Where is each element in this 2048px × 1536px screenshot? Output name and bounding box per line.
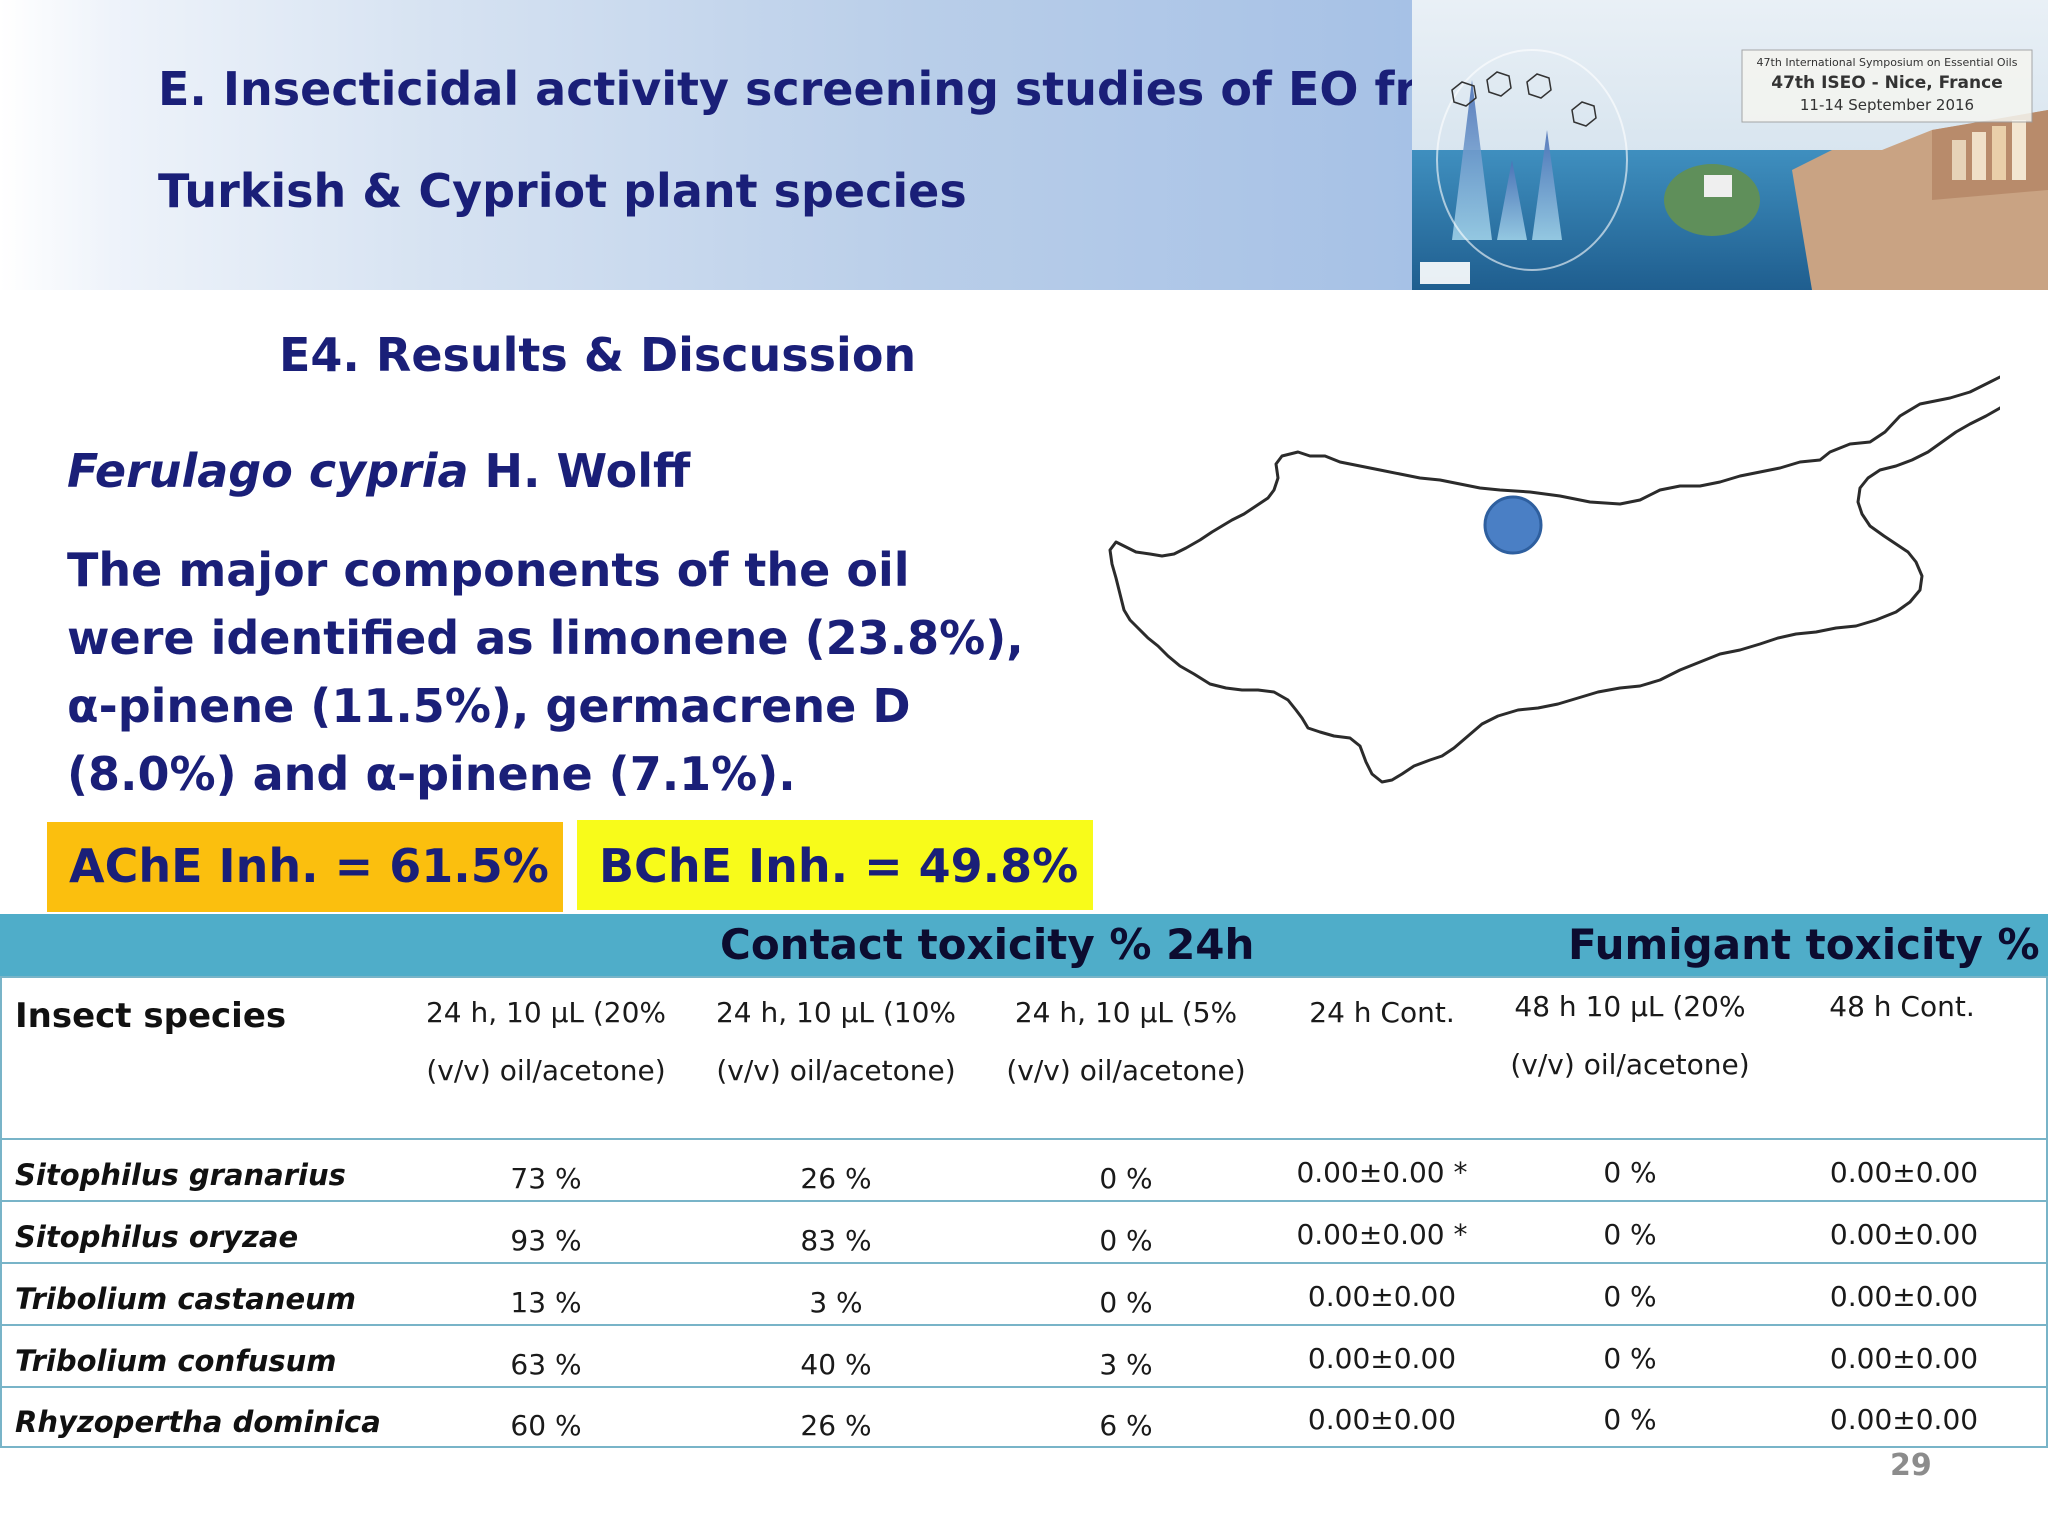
table-cell: 0.00±0.00 *: [1296, 1156, 1468, 1189]
fumigant-toxicity-header: Fumigant toxicity %: [1568, 920, 2040, 969]
page-number: 29: [1890, 1448, 1932, 1483]
table-cell: 0.00±0.00: [1829, 1218, 1979, 1251]
table-cell: 3 %: [809, 1286, 863, 1319]
table-rule: [0, 1200, 2048, 1202]
table-cell: 0.00±0.00: [1307, 1280, 1457, 1313]
table-cell: 83 %: [800, 1224, 872, 1257]
table-cell: 0 %: [1099, 1286, 1153, 1319]
table-cell: 26 %: [800, 1162, 872, 1195]
results-table: [0, 976, 2048, 1448]
table-cell: 0 %: [1603, 1403, 1657, 1436]
table-cell: 0.00±0.00: [1307, 1403, 1457, 1436]
row-label-1: Sitophilus granarius: [15, 1158, 346, 1192]
table-cell: 0.00±0.00: [1829, 1342, 1979, 1375]
species-name: Ferulago cypria H. Wolff: [67, 444, 690, 498]
species-latin-name: Ferulago cypria: [67, 444, 469, 498]
location-marker: [1483, 495, 1543, 555]
row-label-5: Rhyzopertha dominica: [15, 1405, 381, 1439]
cyprus-outline: [1108, 355, 2048, 784]
row-label-4: Tribolium confusum: [15, 1344, 337, 1378]
bche-inhibition-box: BChE Inh. = 49.8%: [577, 820, 1093, 910]
section-heading: E4. Results & Discussion: [279, 328, 917, 382]
col-header-3: 24 h, 10 µL (5% (v/v) oil/acetone): [1006, 996, 1246, 1087]
table-cell: 60 %: [510, 1409, 582, 1442]
table-rule: [0, 1386, 2048, 1388]
table-cell: 0.00±0.00: [1307, 1342, 1457, 1375]
table-cell: 63 %: [510, 1348, 582, 1381]
table-rule: [2046, 976, 2048, 1448]
ache-inhibition-box: AChE Inh. = 61.5%: [47, 822, 563, 912]
header-band: E. Insecticidal activity screening studi…: [0, 0, 1497, 290]
table-cell: 0 %: [1603, 1218, 1657, 1251]
banner-line-1: 47th International Symposium on Essentia…: [1757, 56, 2018, 69]
table-cell: 26 %: [800, 1409, 872, 1442]
col-header-1: 24 h, 10 µL (20% (v/v) oil/acetone): [425, 996, 667, 1087]
table-cell: 73 %: [510, 1162, 582, 1195]
table-rule: [0, 1324, 2048, 1326]
table-cell: 0 %: [1603, 1156, 1657, 1189]
table-rule: [0, 1138, 2048, 1140]
table-cell: 0 %: [1603, 1342, 1657, 1375]
table-cell: 6 %: [1099, 1409, 1153, 1442]
insect-species-header: Insect species: [15, 996, 287, 1036]
table-cell: 0.00±0.00: [1829, 1280, 1979, 1313]
table-rule: [0, 976, 2048, 978]
title-line-2: Turkish & Cypriot plant species: [158, 164, 967, 218]
table-cell: 0.00±0.00 *: [1296, 1218, 1468, 1251]
table-cell: 0 %: [1099, 1224, 1153, 1257]
row-label-2: Sitophilus oryzae: [15, 1220, 299, 1254]
table-cell: 0 %: [1603, 1280, 1657, 1313]
col-header-2: 24 h, 10 µL (10% (v/v) oil/acetone): [715, 996, 957, 1087]
table-cell: 13 %: [510, 1286, 582, 1319]
oil-components-paragraph: The major components of the oil were ide…: [67, 543, 1024, 801]
row-label-3: Tribolium castaneum: [15, 1282, 356, 1316]
table-cell: 0 %: [1099, 1162, 1153, 1195]
col-header-5: 48 h 10 µL (20% (v/v) oil/acetone): [1510, 990, 1750, 1081]
col-header-6: 48 h Cont.: [1829, 990, 1975, 1023]
table-rule: [0, 1262, 2048, 1264]
table-cell: 0.00±0.00: [1829, 1403, 1979, 1436]
table-cell: 0.00±0.00: [1829, 1156, 1979, 1189]
table-cell: 40 %: [800, 1348, 872, 1381]
title-line-1: E. Insecticidal activity screening studi…: [158, 62, 1497, 116]
cyprus-map: [1100, 320, 2048, 870]
species-author: H. Wolff: [468, 444, 691, 498]
banner-line-2: 47th ISEO - Nice, France: [1771, 73, 2002, 93]
table-rule: [0, 1446, 2048, 1448]
col-header-4: 24 h Cont.: [1309, 996, 1455, 1029]
banner-line-3: 11-14 September 2016: [1800, 96, 1974, 114]
table-cell: 3 %: [1099, 1348, 1153, 1381]
table-cell: 93 %: [510, 1224, 582, 1257]
conference-banner: 47th International Symposium on Essentia…: [1412, 0, 2048, 290]
contact-toxicity-header: Contact toxicity % 24h: [720, 920, 1255, 969]
table-group-header: Contact toxicity % 24h Fumigant toxicity…: [0, 914, 2048, 976]
table-rule: [0, 976, 2, 1448]
